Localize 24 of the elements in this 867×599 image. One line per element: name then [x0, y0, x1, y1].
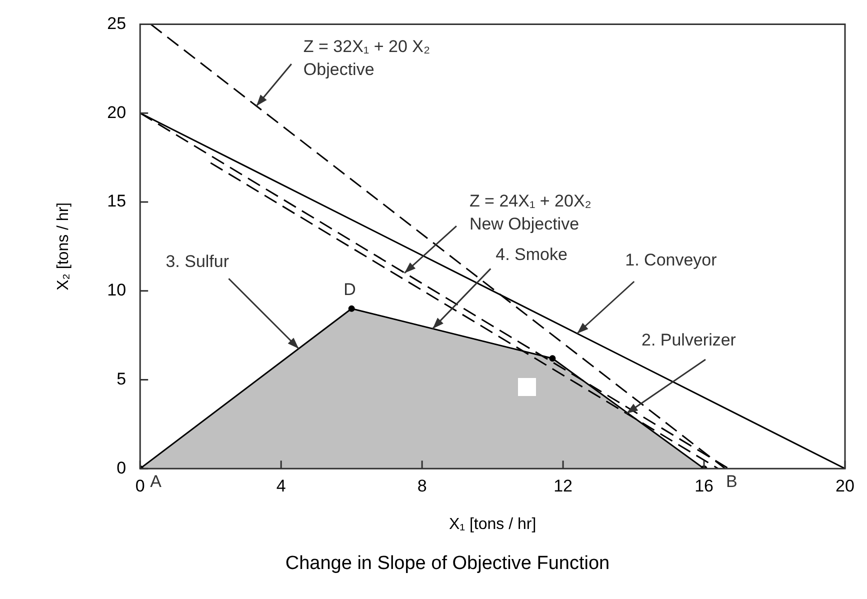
- x-tick-label: 4: [276, 476, 286, 496]
- annotation: D: [344, 280, 356, 299]
- annotation: 2. Pulverizer: [641, 330, 736, 350]
- x-axis-title: X₁ [tons / hr]: [448, 516, 536, 534]
- y-tick-label: 5: [116, 369, 126, 388]
- x-tick-label: 0: [135, 476, 145, 496]
- y-axis-title: X₂ [tons / hr]: [55, 202, 72, 290]
- text: Change in Slope of Objective Function: [285, 552, 610, 574]
- x-tick-label: 8: [417, 476, 427, 496]
- annotation: B: [726, 472, 738, 491]
- y-tick-label: 20: [107, 102, 126, 122]
- annotation: 4. Smoke: [496, 244, 568, 264]
- x-tick-label: 16: [694, 476, 714, 496]
- annotation: Z = 24X₁ + 20X₂ New Objective: [469, 191, 592, 234]
- annotation: 1. Conveyor: [625, 250, 718, 270]
- y-tick-label: 15: [107, 192, 126, 211]
- annotation: Z = 32X₁ + 20 X₂ Objective: [303, 37, 430, 80]
- y-tick-label: 10: [107, 280, 126, 300]
- y-tick-label: 0: [116, 458, 126, 478]
- annotation: A: [150, 472, 162, 491]
- annotation: 3. Sulfur: [166, 252, 230, 271]
- x-tick-label: 12: [554, 476, 573, 496]
- x-tick-label: 20: [836, 476, 854, 496]
- y-tick-label: 25: [107, 14, 126, 33]
